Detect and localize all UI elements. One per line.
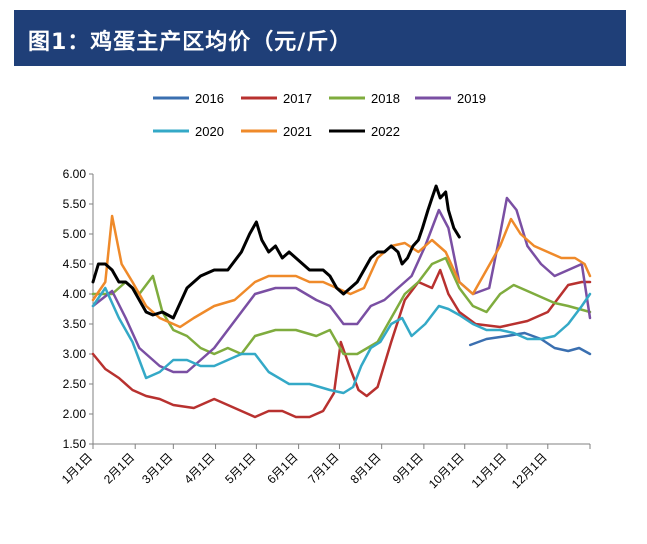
legend-label-2020: 2020 [195,124,224,139]
legend-label-2022: 2022 [371,124,400,139]
legend-label-2016: 2016 [195,91,224,106]
series-line-2020 [91,286,592,395]
y-tick-label: 3.00 [63,347,87,361]
y-tick-label: 5.50 [63,197,87,211]
y-tick-label: 3.50 [63,317,87,331]
x-tick-label: 5月1日 [222,450,258,486]
x-tick-label: 1月1日 [59,450,95,486]
y-tick-label: 4.50 [63,257,87,271]
y-tick-label: 1.50 [63,437,87,451]
x-tick-label: 6月1日 [264,450,300,486]
x-tick-label: 3月1日 [139,450,175,486]
series-line-2019 [91,196,592,374]
y-tick-label: 6.00 [63,167,87,181]
chart-title: 图1：鸡蛋主产区均价（元/斤） [28,30,353,55]
series-line-2016 [468,331,592,356]
x-tick-label: 7月1日 [305,450,341,486]
y-tick-label: 2.50 [63,377,87,391]
chart-legend: 2016 2017 2018 2019 2020 2021 2022 [153,91,486,139]
legend-label-2019: 2019 [457,91,486,106]
series-line-2018 [91,256,592,356]
x-tick-label: 10月1日 [426,450,467,491]
x-tick-label: 9月1日 [390,450,426,486]
y-tick-label: 2.00 [63,407,87,421]
y-tick-label: 5.00 [63,227,87,241]
chart-axes: 6.00 5.50 5.00 4.50 4.00 3.50 3.00 2.50 2.00 1.50… [59,167,591,491]
x-tick-label: 2月1日 [101,450,137,486]
series-line-2021 [91,214,592,329]
y-tick-label: 4.00 [63,287,87,301]
x-tick-label: 8月1日 [347,450,383,486]
x-tick-label: 11月1日 [469,450,509,490]
legend-label-2021: 2021 [283,124,312,139]
chart-series [91,184,592,419]
chart-title-banner: 图1：鸡蛋主产区均价（元/斤） [14,10,626,66]
legend-label-2018: 2018 [371,91,400,106]
legend-label-2017: 2017 [283,91,312,106]
x-tick-label: 12月1日 [509,450,550,491]
series-line-2022 [91,184,461,320]
x-tick-label: 4月1日 [181,450,217,486]
